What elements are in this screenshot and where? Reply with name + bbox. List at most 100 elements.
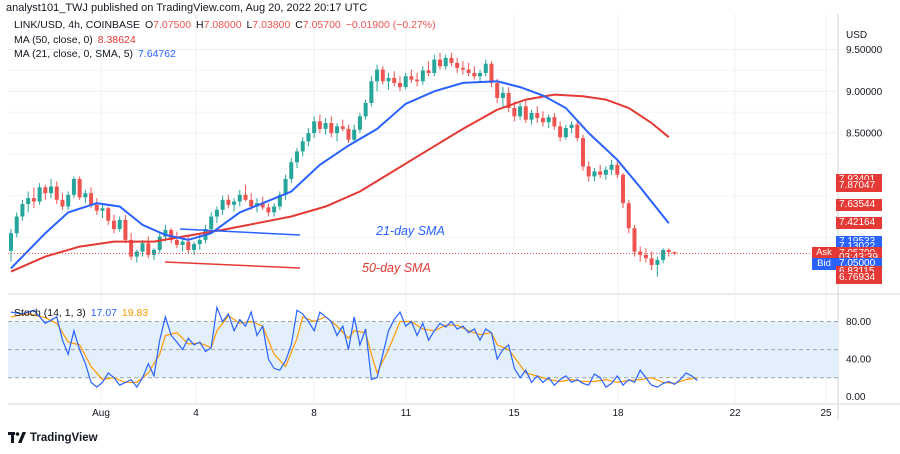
candle-body[interactable] [232, 201, 237, 205]
candle-body[interactable] [180, 241, 185, 245]
candle-body[interactable] [83, 193, 88, 198]
candle-body[interactable] [575, 124, 580, 139]
candle-body[interactable] [655, 259, 660, 265]
candle-body[interactable] [375, 69, 380, 82]
candle-body[interactable] [426, 70, 431, 73]
candle-body[interactable] [54, 186, 59, 200]
candle-body[interactable] [49, 186, 54, 194]
candle-body[interactable] [163, 229, 168, 237]
candle-body[interactable] [209, 216, 214, 230]
candle-body[interactable] [455, 62, 460, 68]
candle-body[interactable] [237, 194, 242, 202]
candle-body[interactable] [71, 178, 76, 195]
candle-body[interactable] [615, 164, 620, 175]
candle-body[interactable] [226, 199, 231, 205]
candle-body[interactable] [535, 113, 540, 119]
candle-body[interactable] [649, 258, 654, 265]
candle-body[interactable] [220, 199, 225, 210]
candle-body[interactable] [609, 164, 614, 170]
stoch-k-line[interactable] [10, 305, 698, 389]
candle-body[interactable] [495, 82, 500, 98]
candle-body[interactable] [272, 206, 277, 213]
candle-body[interactable] [386, 77, 391, 82]
candle-body[interactable] [409, 76, 414, 80]
candle-body[interactable] [100, 208, 105, 211]
candle-body[interactable] [449, 57, 454, 63]
candle-body[interactable] [312, 121, 317, 134]
ma50-row[interactable]: MA (50, close, 0) 8.38624 [14, 33, 436, 48]
candle-body[interactable] [397, 82, 402, 88]
candle-body[interactable] [460, 67, 465, 70]
candle-body[interactable] [20, 204, 25, 217]
candle-body[interactable] [317, 121, 322, 129]
candle-body[interactable] [603, 169, 608, 175]
candle-body[interactable] [626, 203, 631, 229]
candle-body[interactable] [106, 208, 111, 221]
candle-body[interactable] [666, 249, 671, 253]
candle-body[interactable] [483, 63, 488, 73]
candle-body[interactable] [529, 113, 534, 120]
candle-body[interactable] [152, 249, 156, 255]
candle-body[interactable] [661, 249, 666, 260]
candle-body[interactable] [89, 193, 94, 205]
candle-body[interactable] [283, 178, 288, 195]
candle-body[interactable] [472, 72, 477, 77]
candle-body[interactable] [192, 244, 197, 250]
candle-body[interactable] [277, 194, 282, 207]
candle-body[interactable] [621, 174, 626, 204]
candle-body[interactable] [9, 233, 13, 251]
candle-body[interactable] [306, 133, 311, 142]
candle-body[interactable] [643, 254, 648, 259]
candle-body[interactable] [357, 116, 362, 130]
candle-body[interactable] [295, 151, 299, 163]
candle-body[interactable] [140, 243, 145, 252]
candle-body[interactable] [506, 92, 511, 108]
candle-body[interactable] [500, 92, 505, 98]
candle-body[interactable] [512, 107, 517, 117]
candle-body[interactable] [117, 219, 122, 230]
candle-body[interactable] [43, 187, 48, 194]
tradingview-logo[interactable]: TradingView [8, 432, 98, 444]
candle-body[interactable] [415, 79, 420, 82]
candle-body[interactable] [146, 243, 151, 255]
candle-body[interactable] [186, 241, 191, 250]
candle-body[interactable] [420, 70, 425, 82]
candle-body[interactable] [403, 76, 408, 88]
candle-body[interactable] [489, 63, 494, 83]
sma21-marker-line[interactable] [179, 228, 301, 236]
candle-body[interactable] [197, 239, 202, 245]
candle-body[interactable] [335, 126, 340, 134]
candle-body[interactable] [340, 126, 345, 129]
candle-body[interactable] [14, 216, 19, 234]
candle-body[interactable] [129, 239, 134, 257]
candle-body[interactable] [443, 57, 448, 67]
stoch-legend[interactable]: Stoch (14, 1, 3) 17.07 19.83 [14, 307, 148, 319]
candle-body[interactable] [363, 102, 368, 117]
candle-body[interactable] [214, 209, 219, 217]
candle-body[interactable] [289, 162, 294, 179]
candle-body[interactable] [157, 236, 162, 250]
candle-body[interactable] [563, 128, 568, 138]
candle-body[interactable] [243, 194, 248, 200]
candle-body[interactable] [249, 199, 254, 207]
candle-body[interactable] [174, 239, 179, 245]
candle-body[interactable] [478, 72, 483, 77]
candle-body[interactable] [438, 59, 442, 67]
candle-body[interactable] [169, 229, 174, 240]
candle-body[interactable] [323, 123, 328, 129]
candle-body[interactable] [638, 251, 643, 255]
sma50-marker-line[interactable] [164, 261, 301, 269]
candle-body[interactable] [672, 252, 677, 254]
candle-body[interactable] [592, 171, 597, 177]
candle-body[interactable] [558, 126, 563, 138]
candle-body[interactable] [523, 106, 528, 120]
sma21-line[interactable] [10, 80, 670, 269]
candle-body[interactable] [260, 203, 265, 208]
candle-body[interactable] [266, 207, 271, 213]
candle-body[interactable] [31, 198, 36, 202]
candle-body[interactable] [346, 128, 351, 140]
candle-body[interactable] [392, 77, 397, 83]
candle-body[interactable] [598, 171, 603, 175]
candle-body[interactable] [581, 138, 585, 167]
candle-body[interactable] [552, 117, 557, 127]
